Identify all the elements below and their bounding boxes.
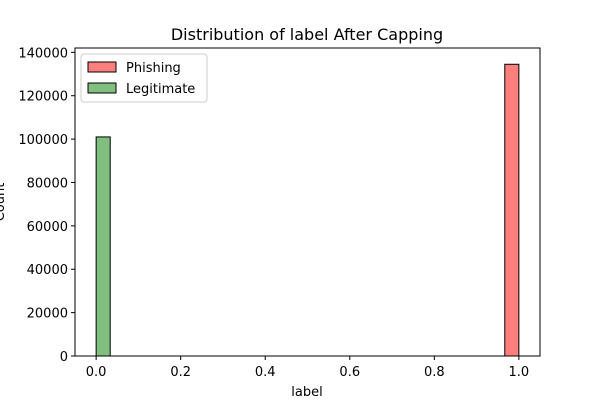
legend: Phishing Legitimate [80,53,208,103]
x-tick-label: 0.0 [86,365,107,380]
x-tick-label: 0.6 [339,365,360,380]
x-tick-label: 1.0 [509,365,530,380]
x-tick-label: 0.4 [255,365,276,380]
legend-swatch-phishing [87,61,117,73]
legend-label-phishing: Phishing [126,61,181,76]
bar-phishing-0 [504,63,520,357]
x-axis: 0.0 0.2 0.4 0.6 0.8 1.0 [86,356,529,380]
x-axis-label: label [291,385,322,400]
bar-legitimate-0 [95,136,111,357]
y-tick-label: 80000 [27,176,68,191]
y-tick-label: 40000 [27,263,68,278]
x-tick-label: 0.8 [424,365,445,380]
x-tick-label: 0.2 [170,365,191,380]
y-tick-label: 100000 [18,133,68,148]
y-tick-label: 140000 [18,46,68,61]
legend-swatch-legitimate [87,82,117,94]
y-axis-label: Count [0,183,8,222]
y-axis: 0 20000 40000 60000 80000 100000 120000 140000 [18,46,75,365]
y-tick-label: 20000 [27,307,68,322]
y-tick-label: 60000 [27,220,68,235]
plot-frame [74,47,541,357]
legend-label-legitimate: Legitimate [126,82,195,97]
y-tick-label: 0 [60,350,68,365]
y-tick-label: 120000 [18,90,68,105]
bars-layer [95,63,520,357]
chart-title: Distribution of label After Capping [171,25,443,44]
